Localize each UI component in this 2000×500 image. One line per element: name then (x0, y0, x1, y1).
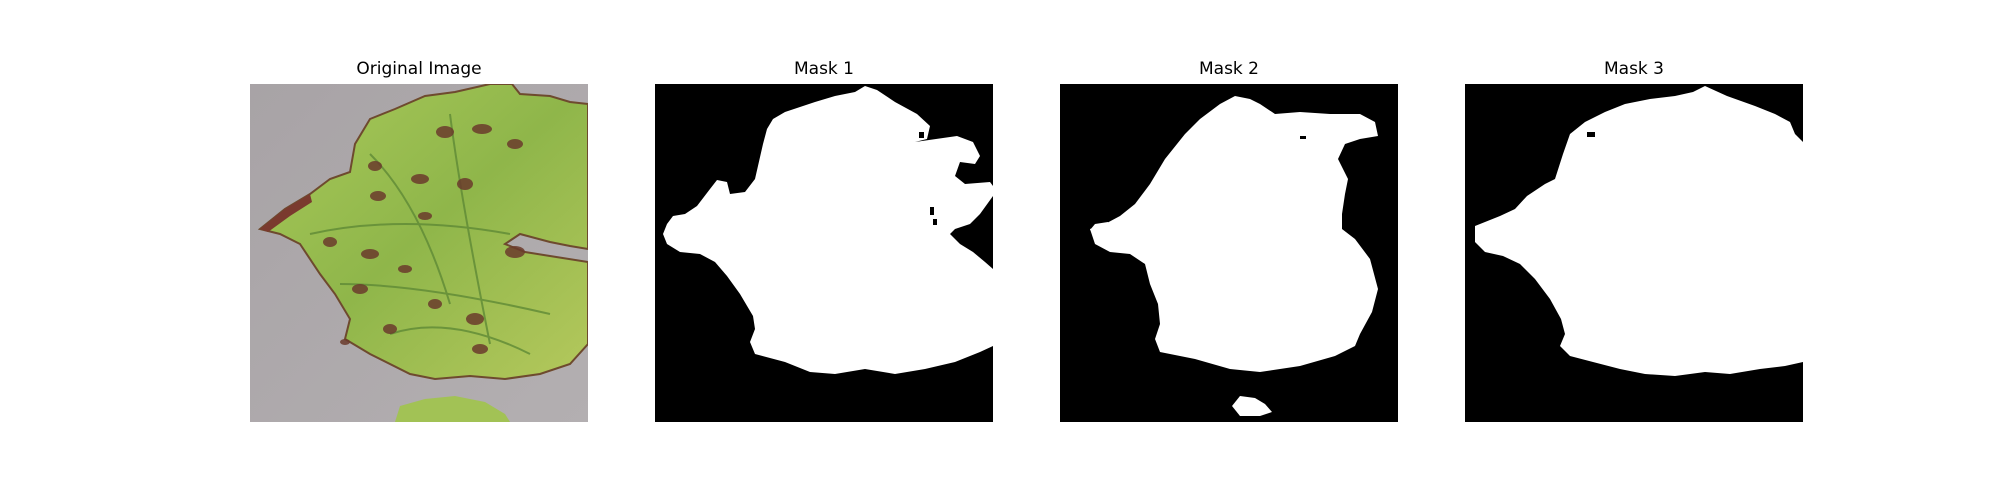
panel-title: Original Image (356, 59, 482, 79)
mask-2-image (1060, 84, 1398, 422)
panel-mask-1: Mask 1 (655, 55, 993, 475)
panel-title: Mask 2 (1198, 59, 1259, 79)
mask-1-image (655, 84, 993, 422)
panel-original-image: Original Image (250, 55, 588, 475)
panel-mask-3: Mask 3 (1465, 55, 1803, 475)
original-leaf-image (250, 84, 588, 422)
mask-3-image (1465, 84, 1803, 422)
panel-title: Mask 3 (1603, 59, 1664, 79)
panel-mask-2: Mask 2 (1060, 55, 1398, 475)
panel-title: Mask 1 (793, 59, 854, 79)
